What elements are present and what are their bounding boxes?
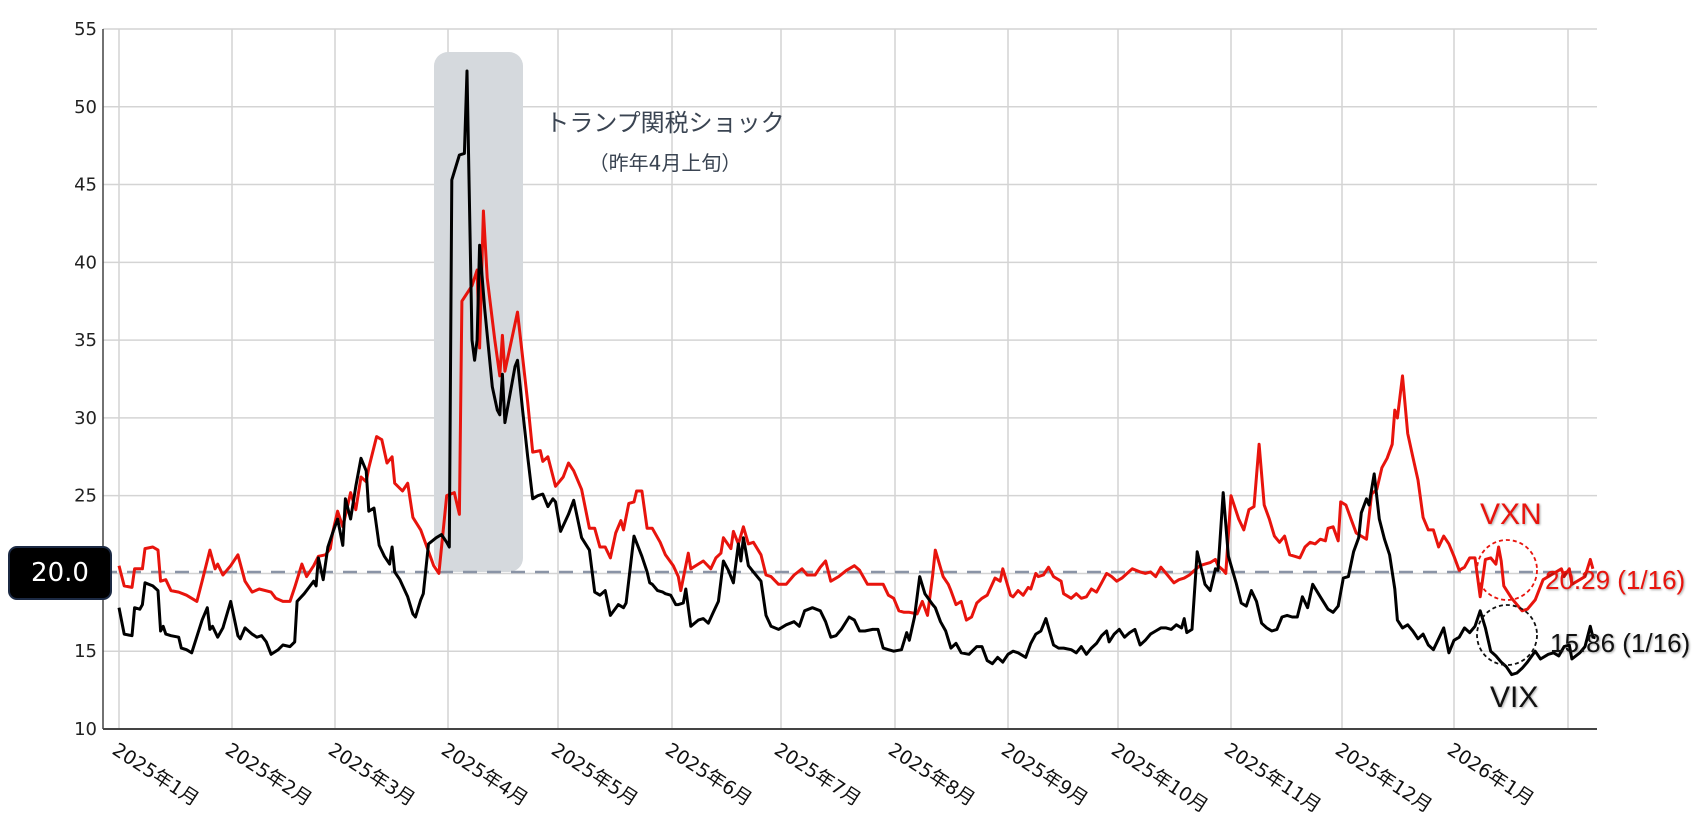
gridlines (103, 28, 1597, 729)
annotation-subtitle: （昨年4月上旬） (589, 151, 742, 175)
series-lines (117, 69, 1596, 677)
x-tick-label: 2025年1月 (108, 739, 203, 811)
vix-line (117, 69, 1596, 677)
vix-series-label: VIX (1490, 681, 1539, 714)
x-tick-label: 2025年4月 (437, 739, 532, 811)
x-tick-label: 2025年10月 (1107, 739, 1212, 818)
x-tick-label: 2025年3月 (324, 739, 419, 811)
y-tick-label: 30 (74, 408, 97, 429)
y-tick-label: 50 (74, 97, 97, 118)
x-tick-label: 2025年11月 (1220, 739, 1325, 818)
vix-latest-highlight-circle (1476, 604, 1538, 666)
x-tick-label: 2025年12月 (1331, 739, 1436, 818)
annotation-title: トランプ関税ショック (545, 109, 784, 137)
vxn-series-label: VXN (1480, 498, 1542, 531)
reference-value-badge: 20.0 (8, 546, 112, 600)
y-tick-label: 35 (74, 330, 97, 351)
vxn-latest-highlight-circle (1476, 539, 1538, 601)
x-tick-label: 2025年5月 (547, 739, 642, 811)
y-tick-label: 55 (74, 19, 97, 40)
y-tick-label: 25 (74, 486, 97, 507)
x-tick-label: 2025年7月 (770, 739, 865, 811)
x-tick-label: 2025年6月 (661, 739, 756, 811)
x-tick-label: 2026年1月 (1443, 739, 1538, 811)
y-tick-label: 45 (74, 175, 97, 196)
y-tick-label: 40 (74, 252, 97, 273)
x-tick-label: 2025年2月 (221, 739, 316, 811)
vix-latest-value: 15.86 (1/16) (1550, 628, 1691, 658)
x-axis-ticks: 2025年1月 2025年2月 2025年3月 2025年4月 2025年5月 2025年… (108, 739, 1538, 818)
x-tick-label: 2025年8月 (884, 739, 979, 811)
y-tick-label: 15 (74, 641, 97, 662)
y-tick-label: 10 (74, 719, 97, 740)
vxn-line (117, 209, 1595, 622)
vxn-latest-value: 20.29 (1/16) (1545, 565, 1686, 595)
y-axis-ticks: 10152025303540455055 (74, 19, 97, 740)
x-tick-label: 2025年9月 (997, 739, 1092, 811)
